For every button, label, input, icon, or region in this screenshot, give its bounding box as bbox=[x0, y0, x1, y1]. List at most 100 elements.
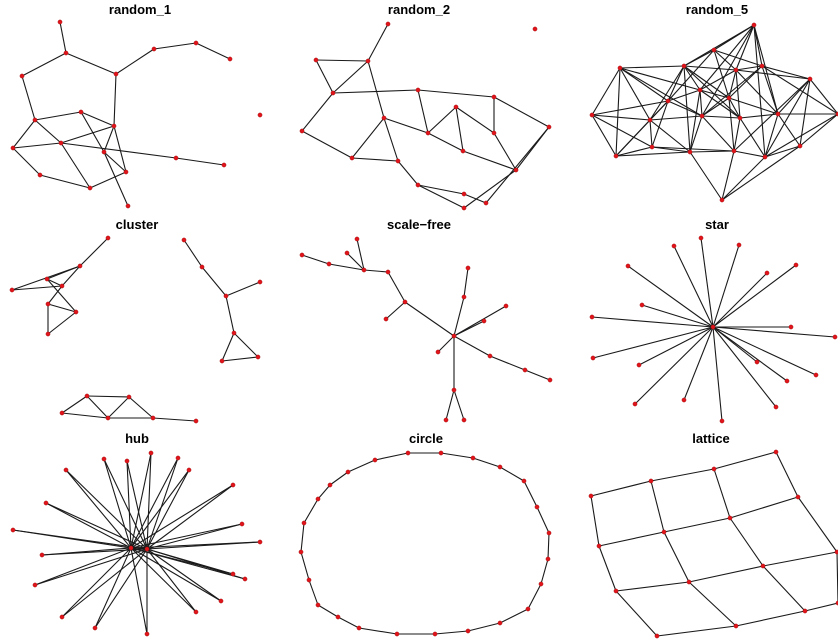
graph-node bbox=[665, 98, 671, 104]
graph-edge bbox=[60, 125, 115, 144]
graph-edge bbox=[777, 78, 811, 115]
graph-node bbox=[193, 40, 199, 46]
graph-node bbox=[361, 267, 367, 273]
graph-node bbox=[126, 394, 132, 400]
graph-edge bbox=[619, 67, 669, 102]
graph-edge bbox=[524, 369, 551, 381]
graph-edge bbox=[383, 117, 429, 134]
graph-edge bbox=[641, 304, 714, 328]
graph-edge bbox=[735, 69, 811, 80]
graph-edge bbox=[39, 174, 91, 189]
graph-node bbox=[239, 521, 245, 527]
graph-node bbox=[113, 71, 119, 77]
graph-edge bbox=[113, 73, 117, 127]
graph-node bbox=[84, 393, 90, 399]
graph-node bbox=[491, 130, 497, 136]
graph-edge bbox=[735, 69, 779, 115]
graph-node bbox=[711, 47, 717, 53]
graph-edge bbox=[701, 115, 741, 119]
graph-edge bbox=[301, 92, 334, 132]
graph-edge bbox=[387, 271, 406, 303]
graph-edge bbox=[540, 558, 549, 585]
graph-node bbox=[719, 418, 725, 424]
graph-node bbox=[451, 333, 457, 339]
graph-node bbox=[461, 294, 467, 300]
graph-node bbox=[144, 631, 150, 637]
graph-node bbox=[151, 46, 157, 52]
graph-edge bbox=[12, 142, 62, 149]
panel-lattice-nodes bbox=[588, 449, 838, 639]
graph-edge bbox=[735, 610, 806, 627]
graph-node bbox=[503, 303, 509, 309]
graph-node bbox=[788, 324, 794, 330]
graph-node bbox=[299, 128, 305, 134]
graph-edge bbox=[493, 96, 550, 128]
graph-edge bbox=[667, 49, 715, 102]
graph-edge bbox=[453, 305, 507, 337]
graph-node bbox=[315, 496, 321, 502]
graph-node bbox=[101, 149, 107, 155]
graph-edge bbox=[183, 239, 203, 268]
graph-node bbox=[613, 588, 619, 594]
graph-edge bbox=[689, 115, 703, 153]
graph-edge bbox=[463, 193, 487, 204]
graph-edge bbox=[809, 78, 838, 115]
graph-node bbox=[699, 113, 705, 119]
graph-node bbox=[711, 466, 717, 472]
graph-node bbox=[762, 154, 768, 160]
panel-scale-free: scale−free bbox=[299, 217, 553, 423]
graph-edge bbox=[21, 52, 67, 77]
graph-node bbox=[784, 378, 790, 384]
graph-edge bbox=[591, 114, 617, 157]
graph-node bbox=[733, 623, 739, 629]
graph-node bbox=[385, 21, 391, 27]
graph-node bbox=[797, 143, 803, 149]
graph-edge bbox=[80, 111, 105, 153]
graph-edge bbox=[739, 113, 779, 119]
graph-node bbox=[465, 628, 471, 634]
graph-edge bbox=[397, 160, 419, 186]
graph-edge bbox=[417, 184, 465, 209]
graph-node bbox=[461, 205, 467, 211]
panel-random-1-nodes bbox=[10, 19, 263, 209]
graph-node bbox=[795, 494, 801, 500]
graph-node bbox=[231, 330, 237, 336]
graph-edge bbox=[493, 132, 517, 171]
graph-edge bbox=[94, 548, 148, 629]
panel-cluster: cluster bbox=[9, 217, 263, 424]
graph-edge bbox=[733, 150, 766, 158]
graph-edge bbox=[417, 89, 429, 134]
graph-edge bbox=[437, 335, 455, 353]
graph-node bbox=[402, 299, 408, 305]
graph-edge bbox=[619, 67, 701, 91]
graph-edge bbox=[221, 332, 235, 362]
graph-edge bbox=[315, 59, 369, 62]
panel-title-random-2: random_2 bbox=[388, 2, 450, 17]
graph-edge bbox=[799, 113, 838, 147]
graph-node bbox=[487, 353, 493, 359]
graph-edge bbox=[615, 590, 658, 637]
graph-node bbox=[491, 94, 497, 100]
graph-edge bbox=[332, 60, 369, 94]
graph-edge bbox=[663, 531, 690, 583]
graph-node bbox=[546, 530, 552, 536]
graph-edge bbox=[65, 469, 132, 549]
graph-edge bbox=[130, 547, 148, 550]
graph-edge bbox=[103, 125, 115, 153]
graph-edge bbox=[346, 252, 365, 271]
graph-edge bbox=[417, 184, 465, 195]
graph-edge bbox=[128, 396, 154, 419]
graph-node bbox=[123, 169, 129, 175]
graph-edge bbox=[94, 547, 132, 629]
graph-edge bbox=[130, 484, 234, 549]
graph-edge bbox=[440, 452, 474, 459]
panel-title-scale-free: scale−free bbox=[387, 217, 451, 232]
graph-edge bbox=[146, 484, 234, 550]
graph-edge bbox=[592, 326, 714, 359]
graph-edge bbox=[712, 272, 768, 328]
panel-random-2: random_2 bbox=[299, 2, 552, 211]
graph-edge bbox=[472, 457, 501, 468]
graph-node bbox=[326, 261, 332, 267]
graph-edge bbox=[347, 459, 376, 473]
graph-edge bbox=[427, 106, 457, 134]
